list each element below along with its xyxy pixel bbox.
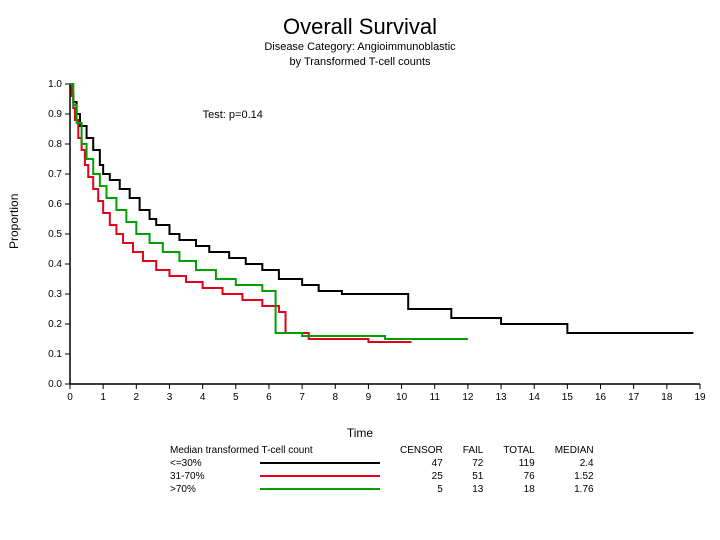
svg-text:0: 0 (67, 392, 73, 403)
legend-title: Median transformed T-cell count (160, 444, 390, 457)
legend-col-censor: CENSOR (390, 444, 453, 457)
chart-area: Proportion 0.00.10.20.30.40.50.60.70.80.… (10, 74, 710, 424)
svg-text:18: 18 (661, 392, 673, 403)
svg-text:12: 12 (462, 392, 474, 403)
legend-row: >70% 513181.76 (160, 483, 604, 496)
y-axis-label: Proportion (7, 193, 21, 248)
svg-text:11: 11 (430, 392, 441, 403)
svg-text:0.9: 0.9 (48, 109, 62, 120)
legend-swatch (240, 483, 390, 496)
legend-col-median: MEDIAN (545, 444, 604, 457)
legend-col-fail: FAIL (453, 444, 494, 457)
svg-text:0.8: 0.8 (48, 139, 62, 150)
legend-value: 18 (493, 483, 544, 496)
legend-value: 119 (493, 457, 544, 470)
subtitle-line1: Disease Category: Angioimmunoblastic (264, 41, 455, 53)
series-lte30 (70, 84, 693, 333)
svg-text:0.2: 0.2 (48, 319, 62, 330)
legend-value: 76 (493, 470, 544, 483)
svg-text:6: 6 (266, 392, 272, 403)
legend-value: 1.52 (545, 470, 604, 483)
chart-subtitle: Disease Category: Angioimmunoblastic by … (10, 40, 710, 70)
svg-text:7: 7 (299, 392, 305, 403)
svg-text:0.1: 0.1 (48, 349, 62, 360)
svg-text:17: 17 (628, 392, 640, 403)
series-31-70 (70, 84, 412, 342)
svg-text:1.0: 1.0 (48, 79, 62, 90)
legend-row-label: 31-70% (160, 470, 240, 483)
svg-text:0.0: 0.0 (48, 379, 62, 390)
legend-col-total: TOTAL (493, 444, 544, 457)
legend-row-label: >70% (160, 483, 240, 496)
svg-text:2: 2 (134, 392, 140, 403)
legend-value: 13 (453, 483, 494, 496)
legend-value: 25 (390, 470, 453, 483)
svg-text:3: 3 (167, 392, 173, 403)
svg-text:0.7: 0.7 (48, 169, 62, 180)
legend-value: 5 (390, 483, 453, 496)
svg-text:0.6: 0.6 (48, 199, 62, 210)
svg-text:4: 4 (200, 392, 206, 403)
legend-table: Median transformed T-cell count CENSOR F… (160, 444, 604, 496)
legend-row: <=30% 47721192.4 (160, 457, 604, 470)
legend-value: 72 (453, 457, 494, 470)
svg-text:5: 5 (233, 392, 239, 403)
legend-value: 2.4 (545, 457, 604, 470)
legend-value: 51 (453, 470, 494, 483)
survival-plot-svg: 0.00.10.20.30.40.50.60.70.80.91.00123456… (10, 74, 710, 424)
svg-text:0.5: 0.5 (48, 229, 62, 240)
svg-text:8: 8 (332, 392, 338, 403)
chart-title: Overall Survival (10, 14, 710, 40)
legend-row-label: <=30% (160, 457, 240, 470)
legend-value: 47 (390, 457, 453, 470)
svg-text:9: 9 (366, 392, 372, 403)
legend-header-row: Median transformed T-cell count CENSOR F… (160, 444, 604, 457)
legend-value: 1.76 (545, 483, 604, 496)
svg-text:14: 14 (529, 392, 541, 403)
subtitle-line2: by Transformed T-cell counts (289, 56, 430, 68)
svg-text:10: 10 (396, 392, 408, 403)
svg-text:15: 15 (562, 392, 574, 403)
legend-swatch (240, 470, 390, 483)
legend-row: 31-70% 2551761.52 (160, 470, 604, 483)
svg-text:13: 13 (495, 392, 507, 403)
svg-text:19: 19 (694, 392, 706, 403)
svg-text:0.4: 0.4 (48, 259, 62, 270)
svg-text:0.3: 0.3 (48, 289, 62, 300)
svg-text:1: 1 (100, 392, 106, 403)
legend-swatch (240, 457, 390, 470)
test-annotation: Test: p=0.14 (203, 109, 263, 121)
svg-text:16: 16 (595, 392, 607, 403)
x-axis-label: Time (10, 426, 710, 440)
